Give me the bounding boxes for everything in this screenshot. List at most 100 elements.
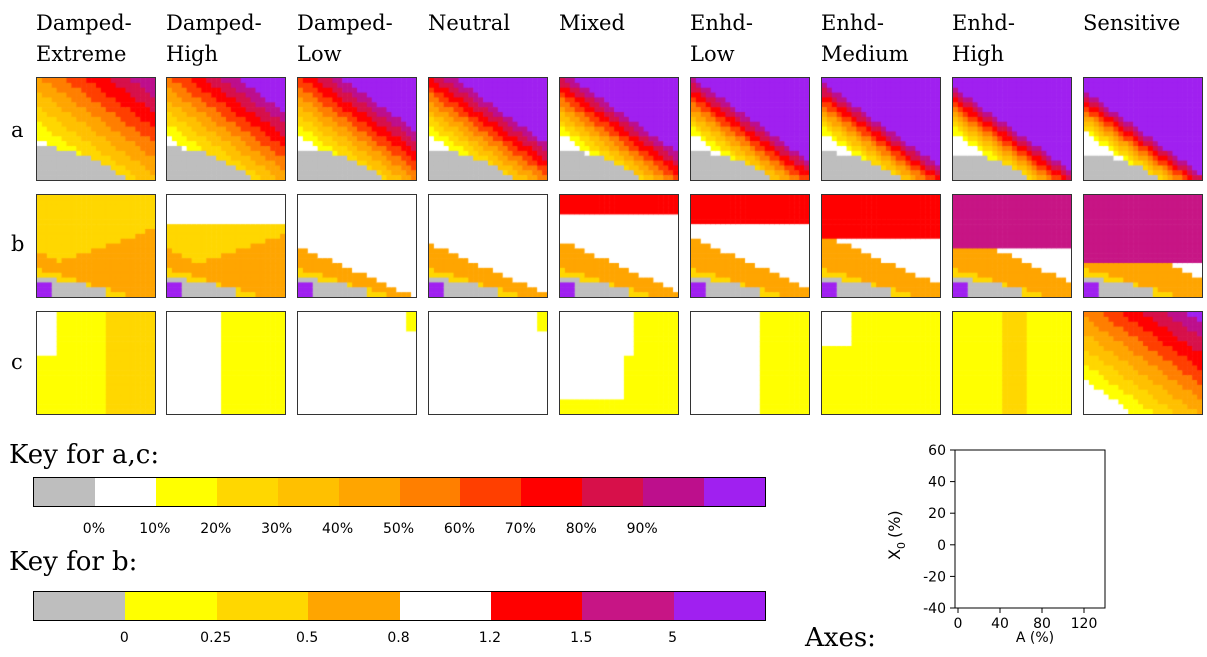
heatmap-canvas [298,312,416,414]
colorbar-swatch-6 [582,592,674,620]
heatmap-panel-c-6 [821,311,941,415]
heatmap-canvas [429,195,547,297]
column-title-line2: Low [297,42,342,66]
heatmap-canvas [167,78,285,180]
column-title-4: Mixed [559,8,625,39]
heatmap-panel-a-7 [952,77,1072,181]
axes-xtick-label: 120 [1071,616,1098,632]
heatmap-panel-a-1 [166,77,286,181]
heatmap-panel-b-5 [690,194,810,298]
heatmap-panel-a-4 [559,77,679,181]
axes-ylabel-text: X0 (%) [885,510,908,560]
colorbar-tick-label: 0 [119,630,129,646]
colorbar-swatch-4 [277,478,339,506]
heatmap-canvas [822,312,940,414]
axes-ylabel: X0 (%) [885,510,908,560]
colorbar-swatch-8 [521,478,583,506]
column-title-line1: Neutral [428,11,511,35]
colorbar-swatch-0 [34,592,126,620]
colorbar-tick-label: 0.25 [200,630,232,646]
colorbar-tick-label: 80% [565,521,597,537]
column-title-line1: Damped- [297,11,393,35]
column-title-3: Neutral [428,8,510,39]
heatmap-canvas [691,195,809,297]
heatmap-canvas [298,78,416,180]
colorbar-swatch-1 [94,478,156,506]
heatmap-panel-a-6 [821,77,941,181]
heatmap-canvas [1084,312,1202,414]
axes-ytick-label: -20 [923,569,946,585]
heatmap-canvas [822,195,940,297]
colorbar-swatch-1 [125,592,217,620]
row-label-a: a [11,118,24,142]
heatmap-canvas [37,195,155,297]
colorbar-tick-label: 70% [504,521,536,537]
axes-ytick-label: 40 [928,475,946,491]
column-title-line2: Low [690,42,735,66]
colorbar-tick-label: 20% [200,521,232,537]
column-title-line2: High [952,42,1004,66]
heatmap-panel-c-3 [428,311,548,415]
column-title-line1: Enhd- [952,11,1015,35]
colorbar-tick-label: 30% [261,521,293,537]
axes-ylabel-main: X [885,549,904,560]
colorbar-swatch-2 [155,478,217,506]
colorbar-swatch-9 [582,478,644,506]
colorbar-tick-label: 0.5 [295,630,319,646]
heatmap-canvas [429,78,547,180]
heatmap-panel-a-2 [297,77,417,181]
axes-xtick-label: 40 [991,616,1009,632]
column-title-6: Enhd- Medium [821,8,909,70]
column-title-line1: Damped- [166,11,262,35]
colorbar-swatch-2 [216,592,309,620]
heatmap-panel-b-8 [1083,194,1203,298]
axes-xlabel: A (%) [1016,630,1054,646]
key-ac-colorbar [33,477,766,507]
axes-xtick-label: 80 [1033,616,1051,632]
colorbar-swatch-5 [338,478,400,506]
column-title-8: Sensitive [1083,8,1180,39]
key-b-colorbar [33,591,766,621]
key-ac-title: Key for a,c: [9,440,160,470]
axes-label: Axes: [805,623,876,653]
column-title-line2: Extreme [36,42,127,66]
heatmap-canvas [822,78,940,180]
heatmap-panel-c-7 [952,311,1072,415]
colorbar-tick-label: 60% [443,521,475,537]
heatmap-canvas [37,78,155,180]
heatmap-canvas [953,195,1071,297]
colorbar-tick-label: 0% [82,521,106,537]
colorbar-tick-label: 90% [626,521,658,537]
column-title-line1: Sensitive [1083,11,1181,35]
heatmap-panel-a-3 [428,77,548,181]
column-title-0: Damped- Extreme [36,8,132,70]
heatmap-canvas [691,312,809,414]
heatmap-panel-c-5 [690,311,810,415]
colorbar-swatch-7 [460,478,522,506]
heatmap-panel-b-3 [428,194,548,298]
heatmap-canvas [167,312,285,414]
axes-frame [954,449,1106,609]
colorbar-swatch-6 [399,478,461,506]
heatmap-panel-c-8 [1083,311,1203,415]
column-title-line1: Damped- [36,11,132,35]
row-label-c: c [11,350,23,374]
heatmap-panel-c-4 [559,311,679,415]
column-title-2: Damped- Low [297,8,393,70]
heatmap-canvas [560,195,678,297]
heatmap-panel-c-0 [36,311,156,415]
column-title-1: Damped- High [166,8,262,70]
column-title-5: Enhd- Low [690,8,753,70]
colorbar-swatch-11 [704,478,766,506]
heatmap-panel-b-1 [166,194,286,298]
heatmap-panel-a-8 [1083,77,1203,181]
column-title-line1: Enhd- [690,11,753,35]
heatmap-canvas [953,312,1071,414]
colorbar-tick-label: 40% [322,521,354,537]
colorbar-swatch-5 [490,592,583,620]
heatmap-canvas [1084,78,1202,180]
colorbar-swatch-0 [34,478,95,506]
heatmap-panel-b-6 [821,194,941,298]
colorbar-tick-label: 10% [139,521,171,537]
